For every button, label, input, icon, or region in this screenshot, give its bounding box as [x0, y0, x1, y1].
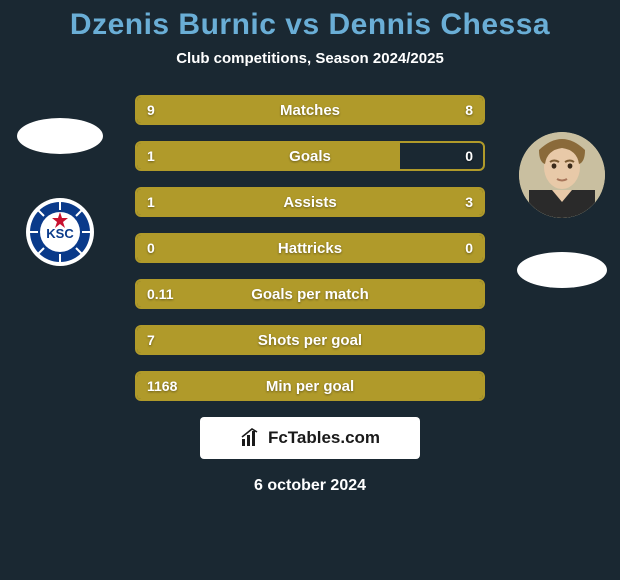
brand-box[interactable]: FcTables.com — [200, 417, 420, 459]
stat-bar-full — [137, 373, 483, 399]
club-logo-right-placeholder — [517, 252, 607, 288]
stat-value-left: 0 — [147, 235, 155, 261]
stat-value-right: 0 — [465, 235, 473, 261]
stat-row: 1168Min per goal — [135, 371, 485, 401]
stat-row: 00Hattricks — [135, 233, 485, 263]
stat-value-left: 1168 — [147, 373, 177, 399]
stat-bar-wrap — [137, 235, 483, 261]
stat-row: 0.11Goals per match — [135, 279, 485, 309]
stat-bar-wrap — [137, 373, 483, 399]
stat-value-left: 1 — [147, 143, 155, 169]
stat-value-left: 9 — [147, 97, 155, 123]
stat-value-right: 3 — [465, 189, 473, 215]
stat-bar-right — [224, 189, 484, 215]
stats-list: 98Matches10Goals13Assists00Hattricks0.11… — [135, 95, 485, 401]
subtitle: Club competitions, Season 2024/2025 — [0, 50, 620, 67]
club-badge-text: KSC — [46, 226, 74, 241]
stat-bar-wrap — [137, 327, 483, 353]
stat-row: 13Assists — [135, 187, 485, 217]
stat-value-left: 1 — [147, 189, 155, 215]
comparison-card: Dzenis Burnic vs Dennis Chessa Club comp… — [0, 0, 620, 580]
club-logo-left: KSC — [24, 196, 96, 268]
stat-value-left: 0.11 — [147, 281, 173, 307]
stat-bar-right — [320, 97, 483, 123]
stat-value-right: 8 — [465, 97, 473, 123]
avatar-icon — [519, 132, 605, 218]
stat-bar-full — [137, 327, 483, 353]
page-title: Dzenis Burnic vs Dennis Chessa — [0, 8, 620, 42]
stat-value-left: 7 — [147, 327, 155, 353]
stat-row: 10Goals — [135, 141, 485, 171]
stat-bar-full — [137, 235, 483, 261]
stat-bar-wrap — [137, 143, 483, 169]
stat-row: 98Matches — [135, 95, 485, 125]
stat-bar-left — [137, 143, 400, 169]
ksc-badge-icon: KSC — [24, 196, 96, 268]
stat-value-right: 0 — [465, 143, 473, 169]
stat-bar-left — [137, 97, 320, 123]
player-right-photo — [519, 132, 605, 218]
stat-bar-wrap — [137, 97, 483, 123]
date-text: 6 october 2024 — [0, 477, 620, 495]
brand-text: FcTables.com — [268, 428, 380, 448]
stat-bar-full — [137, 281, 483, 307]
stat-bar-wrap — [137, 281, 483, 307]
player-left-photo-placeholder — [17, 118, 103, 154]
stat-bar-wrap — [137, 189, 483, 215]
stat-row: 7Shots per goal — [135, 325, 485, 355]
chart-icon — [240, 427, 262, 449]
